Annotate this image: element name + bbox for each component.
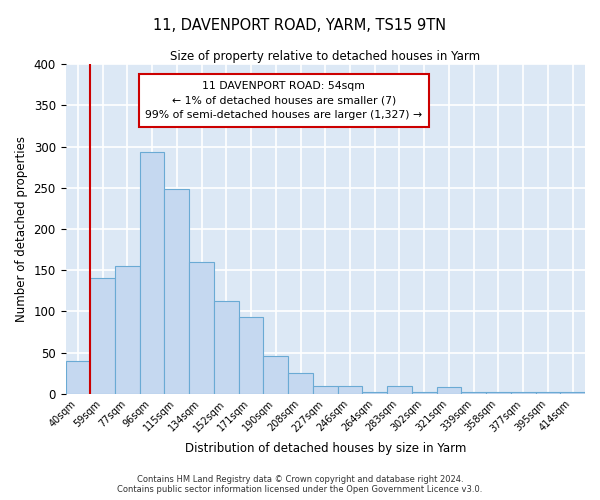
Bar <box>486 392 511 394</box>
Bar <box>214 300 239 394</box>
Bar <box>239 317 263 394</box>
Title: Size of property relative to detached houses in Yarm: Size of property relative to detached ho… <box>170 50 481 63</box>
Bar <box>164 190 189 394</box>
Bar <box>338 386 362 394</box>
Bar <box>313 386 338 394</box>
Bar <box>362 392 387 394</box>
Bar <box>461 392 486 394</box>
X-axis label: Distribution of detached houses by size in Yarm: Distribution of detached houses by size … <box>185 442 466 455</box>
Bar <box>65 361 90 394</box>
Bar <box>437 387 461 394</box>
Bar <box>412 392 437 394</box>
Bar <box>387 386 412 394</box>
Bar <box>560 392 585 394</box>
Y-axis label: Number of detached properties: Number of detached properties <box>15 136 28 322</box>
Text: 11, DAVENPORT ROAD, YARM, TS15 9TN: 11, DAVENPORT ROAD, YARM, TS15 9TN <box>154 18 446 32</box>
Bar <box>140 152 164 394</box>
Bar <box>115 266 140 394</box>
Bar <box>189 262 214 394</box>
Bar <box>511 392 536 394</box>
Text: 11 DAVENPORT ROAD: 54sqm
← 1% of detached houses are smaller (7)
99% of semi-det: 11 DAVENPORT ROAD: 54sqm ← 1% of detache… <box>145 80 422 120</box>
Bar <box>90 278 115 394</box>
Bar <box>536 392 560 394</box>
Text: Contains HM Land Registry data © Crown copyright and database right 2024.
Contai: Contains HM Land Registry data © Crown c… <box>118 474 482 494</box>
Bar <box>288 373 313 394</box>
Bar <box>263 356 288 394</box>
